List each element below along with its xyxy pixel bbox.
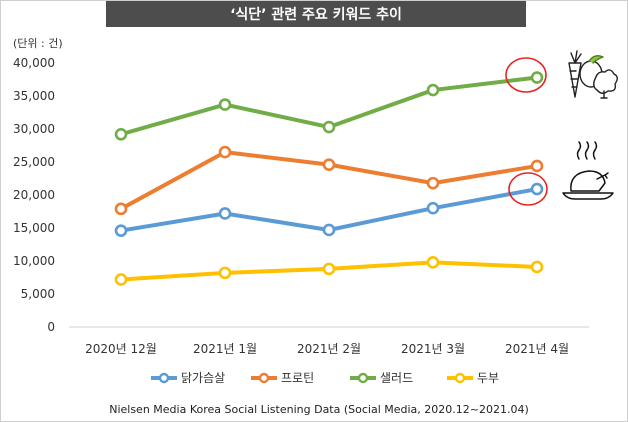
data-point [322,158,336,171]
legend: 닭가슴살 프로틴 샐러드 두부 [151,371,499,385]
highlight-circle [508,172,548,206]
source-note: Nielsen Media Korea Social Listening Dat… [109,403,529,416]
roast-chicken-icon [562,141,614,200]
legend-marker [454,372,466,384]
chart-title: ‘식단’ 관련 주요 키워드 추이 [106,1,526,27]
data-point [114,202,128,216]
series-두부 [114,256,544,286]
legend-item: 닭가슴살 [151,371,225,385]
y-tick-label: 0 [47,320,55,334]
data-point [218,207,232,220]
highlight-circle [505,57,547,93]
legend-label: 프로틴 [281,371,314,385]
data-point [530,159,544,173]
x-tick-label: 2021년 3월 [401,342,465,356]
vegetables-icon [568,50,618,99]
y-axis: 0 5,000 10,000 15,000 20,000 25,000 30,000 35,0… [13,56,55,334]
y-tick-label: 10,000 [13,254,55,268]
data-point [218,98,232,111]
y-tick-label: 5,000 [21,287,55,301]
x-tick-label: 2020년 12월 [85,342,157,356]
data-point [322,223,336,237]
x-axis: 2020년 12월 2021년 1월 2021년 2월 2021년 3월 2021년 4… [69,326,589,356]
unit-label: (단위 : 건) [13,37,63,50]
data-point [530,71,544,84]
series-닭가슴살 [114,182,544,237]
data-point [530,182,544,196]
legend-item: 두부 [447,371,499,385]
data-point [114,224,128,237]
x-tick-label: 2021년 2월 [297,342,361,356]
series-프로틴 [114,145,544,216]
legend-item: 샐러드 [350,371,413,385]
data-point [426,201,440,215]
y-tick-label: 25,000 [13,155,55,169]
data-point [218,266,232,280]
legend-marker [258,372,270,384]
data-point [426,83,440,97]
data-point [114,127,128,141]
y-tick-label: 35,000 [13,89,55,103]
legend-item: 프로틴 [251,371,314,385]
series-layer [114,71,544,286]
legend-label: 샐러드 [380,371,413,385]
series-샐러드 [114,71,544,141]
x-tick-label: 2021년 4월 [505,342,569,356]
y-tick-label: 15,000 [13,221,55,235]
y-tick-label: 20,000 [13,188,55,202]
legend-label: 닭가슴살 [181,371,225,385]
data-point [114,273,128,286]
y-tick-label: 40,000 [13,56,55,70]
legend-label: 두부 [477,371,499,385]
legend-marker [158,372,170,384]
legend-marker [357,372,369,384]
data-point [322,120,336,134]
data-point [218,145,232,159]
data-point [322,262,336,276]
x-tick-label: 2021년 1월 [193,342,257,356]
data-point [426,256,440,269]
data-point [426,176,440,190]
data-point [530,260,544,274]
y-tick-label: 30,000 [13,122,55,136]
